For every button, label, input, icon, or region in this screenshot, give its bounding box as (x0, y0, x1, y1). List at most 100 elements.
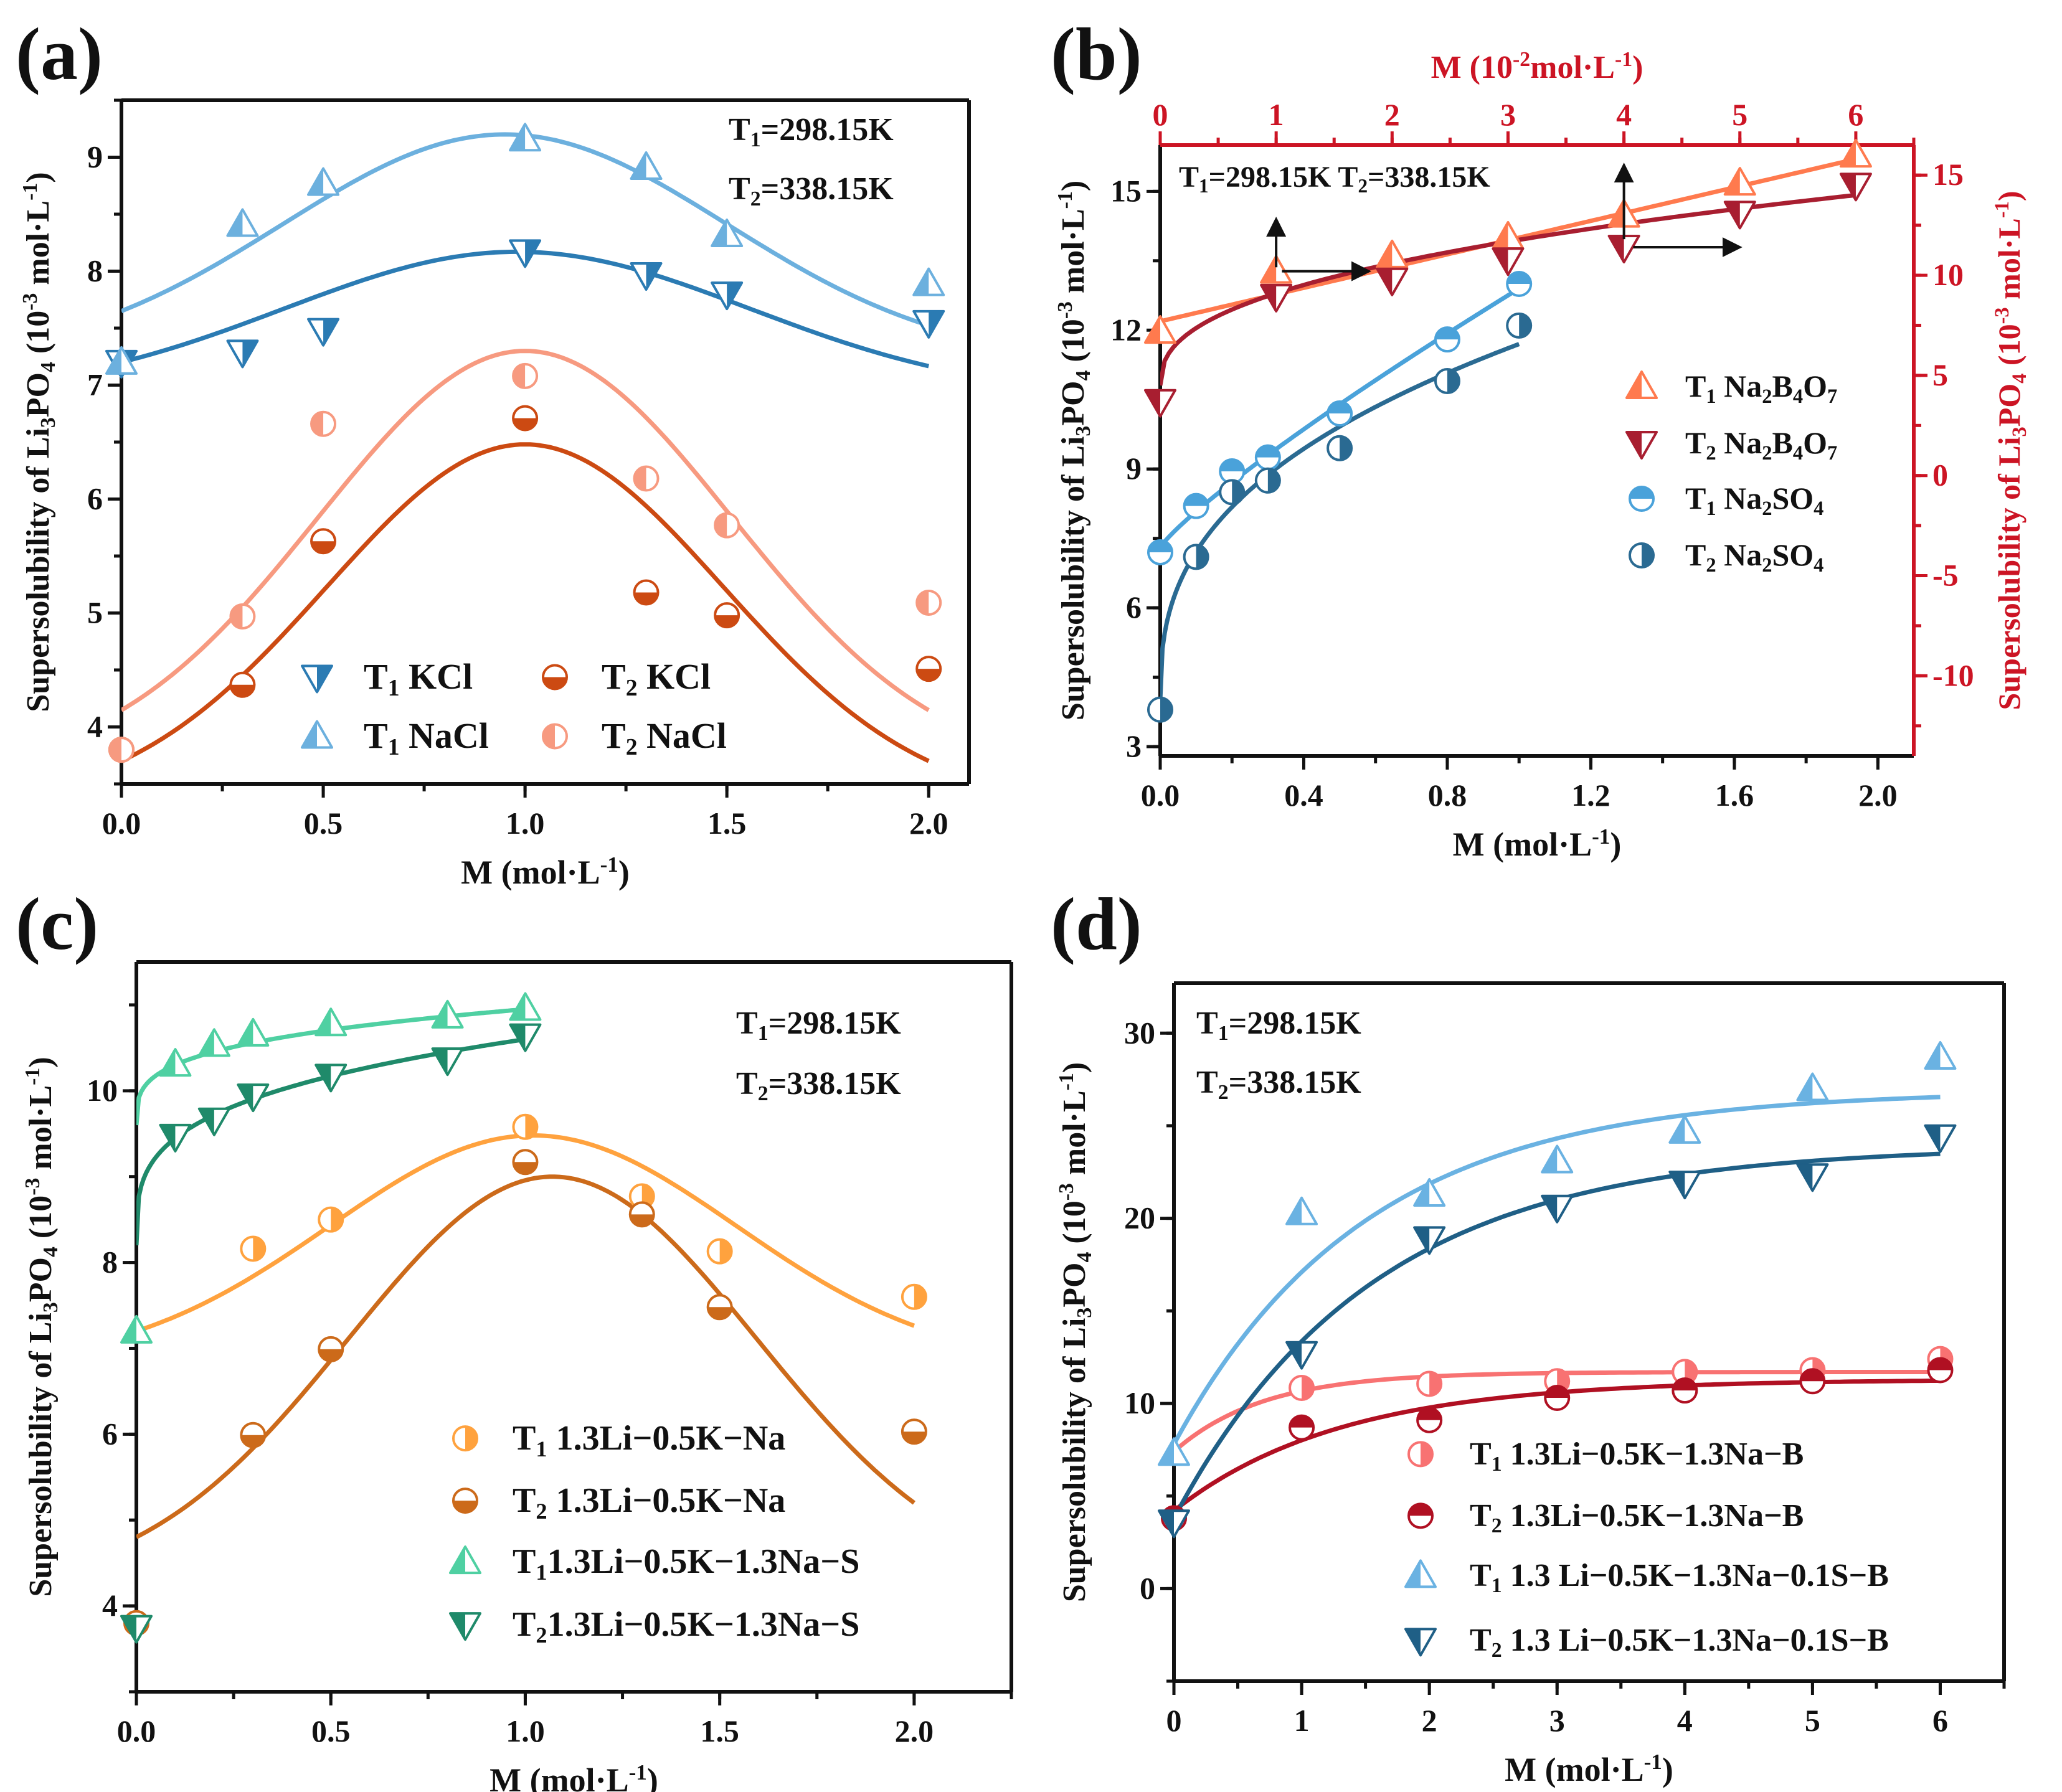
legend-marker (301, 664, 333, 694)
data-point-series-3 (431, 1047, 464, 1077)
text-run: 1.3 Li−0.5K−1.3Na−0.1S−B (1502, 1558, 1889, 1593)
text-run: T (513, 1542, 536, 1581)
legend-marker (1407, 1441, 1434, 1468)
legend-label: T1 Na2SO4 (1685, 481, 1823, 520)
subscript: 1 (758, 1022, 769, 1045)
marker-half-fill (316, 1009, 331, 1035)
temperature-annotation: T1=298.15K (1196, 1006, 1361, 1045)
marker-half-fill (1724, 168, 1740, 195)
data-point-series-1 (1492, 247, 1525, 276)
text-run: (10 (1992, 324, 2027, 373)
superscript: -1 (21, 1068, 44, 1085)
text-run: ) (21, 172, 56, 182)
legend-label: T1 NaCl (364, 715, 489, 760)
text-run: T (1470, 1623, 1492, 1658)
marker-half-fill (230, 684, 255, 697)
data-point-series-2 (1147, 539, 1173, 565)
superscript: -1 (1055, 1073, 1078, 1090)
data-point-series-2 (159, 1048, 192, 1077)
data-point-series-3 (1668, 1171, 1701, 1200)
fit-curve-series-2 (1174, 1095, 1941, 1446)
marker-half-fill (230, 604, 243, 628)
data-point-series-0 (1376, 239, 1409, 268)
text-run: T (736, 1066, 758, 1101)
superscript: -1 (629, 1760, 647, 1785)
tick-label-right: 15 (1932, 157, 1964, 192)
tick-label-right: 10 (1932, 257, 1964, 292)
subscript: 1 (1492, 1453, 1502, 1476)
tick-label-bottom: 2.0 (1858, 778, 1898, 813)
marker-half-fill (1148, 540, 1172, 552)
tick-label-bottom: 0.0 (102, 806, 141, 841)
tick-label-bottom: 2.0 (895, 1714, 934, 1748)
legend-item: T2 NaCl (542, 715, 727, 760)
data-point-series-3 (1796, 1163, 1829, 1192)
data-point-series-3 (120, 1615, 153, 1644)
subscript: 3 (37, 417, 60, 428)
text-run: (10 (21, 311, 56, 362)
text-run: T (513, 1481, 536, 1520)
marker-half-fill (707, 1307, 732, 1319)
legend-label: T2 1.3 Li−0.5K−1.3Na−0.1S−B (1470, 1623, 1889, 1662)
tick-label-bottom: 5 (1805, 1703, 1820, 1738)
data-point-series-2 (1506, 270, 1533, 297)
marker-half-fill (543, 677, 567, 689)
text-run: =298.15K (761, 112, 894, 148)
marker-half-fill (1670, 1116, 1685, 1143)
marker-half-fill (1256, 445, 1280, 458)
marker-half-fill (465, 1427, 477, 1451)
y-axis-title: Supersolubility of Li3PO4 (10-3 mol·L-1) (19, 172, 60, 712)
marker-half-fill (513, 1162, 537, 1174)
subscript: 2 (1492, 1514, 1502, 1537)
text-run: Na (1716, 425, 1762, 460)
marker-half-fill (1287, 1342, 1302, 1369)
tick-label-left: 8 (102, 1245, 118, 1280)
text-run: T (1470, 1498, 1492, 1534)
text-run: T (1470, 1558, 1492, 1593)
data-point-series-2 (1434, 326, 1460, 353)
marker-half-fill (253, 1237, 265, 1261)
tick-label-left: 30 (1124, 1015, 1155, 1050)
data-point-series-1 (318, 1336, 344, 1362)
text-run: =298.15K T (1209, 161, 1358, 194)
legend-marker (542, 664, 568, 691)
text-run: Supersolubility of Li (23, 1313, 59, 1597)
marker-half-fill (917, 669, 941, 681)
marker-half-fill (199, 1029, 214, 1056)
marker-half-fill (199, 1108, 214, 1135)
text-run: mol·L (1057, 1090, 1092, 1183)
data-point-series-3 (197, 1107, 230, 1136)
marker-half-fill (1340, 436, 1352, 460)
marker-half-fill (1542, 1146, 1558, 1172)
subscript: 4 (37, 362, 60, 372)
text-run: =338.15K (1229, 1065, 1362, 1100)
y-axis-title: Supersolubility of Li3PO4 (10-3 mol·L-1) (1054, 181, 1095, 720)
text-run: T (736, 1006, 758, 1041)
legend-item: T2 1.3Li−0.5K−Na (452, 1481, 785, 1524)
data-point-series-2 (1413, 1177, 1446, 1207)
marker-half-fill (1797, 1073, 1813, 1100)
text-run: Na (1716, 481, 1762, 516)
panel-letter: (b) (1051, 12, 1142, 95)
data-point-series-1 (1839, 172, 1872, 202)
marker-half-fill (1377, 268, 1393, 295)
temperature-annotation: T2=338.15K (736, 1066, 901, 1105)
marker-half-fill (323, 319, 339, 346)
data-point-series-0 (509, 239, 542, 268)
data-point-series-3 (108, 737, 135, 763)
legend-label: T2 NaCl (602, 715, 727, 760)
data-point-series-2 (711, 218, 744, 247)
text-run: O (1803, 369, 1827, 403)
marker-half-fill (1290, 1415, 1314, 1428)
data-point-series-0 (1144, 315, 1176, 344)
tick-label-left: 5 (87, 595, 103, 630)
data-point-series-1 (1927, 1357, 1954, 1384)
tick-label-bottom: 2.0 (909, 806, 948, 841)
marker-half-fill (450, 1547, 465, 1573)
legend-item: T2 KCl (542, 656, 711, 701)
data-point-series-2 (120, 1314, 153, 1344)
data-point-series-1 (512, 1149, 539, 1176)
marker-half-fill (1159, 1438, 1174, 1465)
superscript: -2 (1513, 48, 1530, 71)
